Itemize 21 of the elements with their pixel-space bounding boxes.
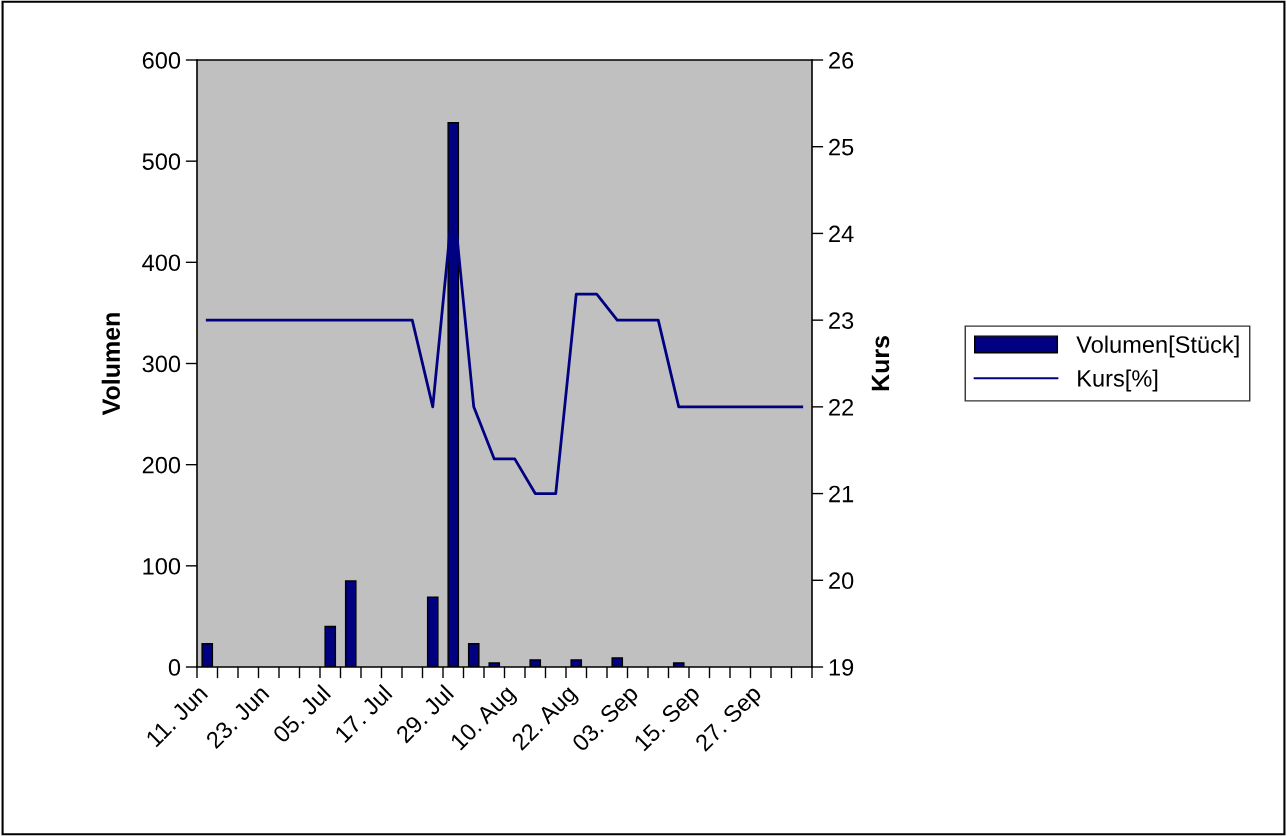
- y-tick-label: 200: [142, 456, 181, 474]
- y2-tick-label: 25: [829, 138, 854, 156]
- y-tick-label: 300: [142, 355, 181, 373]
- x-tick-label: 05. Jul: [271, 684, 332, 744]
- y2-tick-label: 22: [829, 398, 854, 416]
- y-tick-label: 400: [142, 254, 181, 272]
- y2-axis-title: Kurs: [871, 336, 890, 391]
- y2-tick-label: 19: [829, 659, 854, 676]
- y-tick-label: 0: [168, 659, 181, 676]
- x-tick-label: 17. Jul: [333, 684, 393, 744]
- y2-tick-label: 20: [829, 572, 854, 590]
- y-tick-label: 500: [142, 153, 181, 170]
- y-axis-title: Volumen: [101, 313, 121, 416]
- legend-label: Kurs[%]: [1078, 369, 1158, 392]
- y2-tick-label: 26: [829, 52, 854, 69]
- legend-label: Volumen[Stück]: [1076, 335, 1239, 358]
- y2-tick-label: 21: [829, 485, 854, 503]
- y2-tick-label: 23: [829, 312, 854, 329]
- y2-tick-label: 24: [829, 225, 854, 242]
- y-tick-label: 600: [142, 52, 181, 69]
- y-tick-label: 100: [143, 557, 181, 575]
